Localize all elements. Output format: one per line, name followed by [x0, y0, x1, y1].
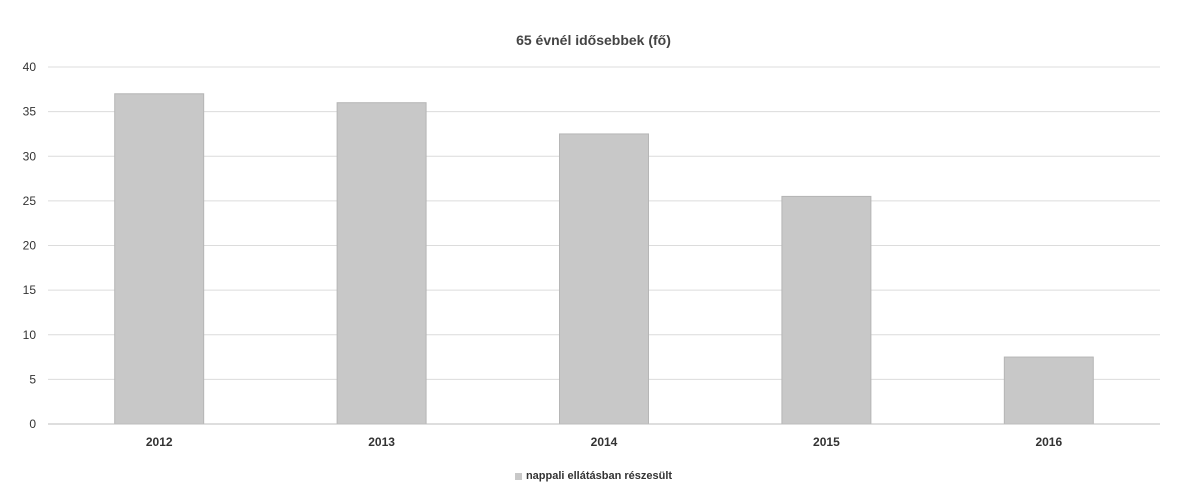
bar-2014	[559, 133, 649, 425]
y-tick-label: 10	[23, 328, 37, 342]
y-tick-label: 30	[23, 149, 37, 163]
x-tick-label: 2012	[146, 435, 173, 449]
legend-swatch	[514, 472, 522, 480]
y-tick-label: 5	[29, 372, 36, 386]
x-tick-label: 2016	[1035, 435, 1062, 449]
bar-2012	[114, 93, 205, 425]
y-tick-label: 40	[23, 60, 37, 74]
x-tick-label: 2014	[591, 435, 618, 449]
y-tick-label: 20	[23, 239, 37, 253]
y-tick-label: 35	[23, 105, 37, 119]
bar-2016	[1003, 356, 1094, 425]
chart-legend: nappali ellátásban részesült	[0, 470, 1187, 482]
bar-2015	[781, 195, 872, 425]
x-tick-label: 2013	[368, 435, 395, 449]
bar-2013	[336, 102, 427, 425]
chart-title: 65 évnél idősebbek (fő)	[516, 32, 671, 48]
y-tick-label: 15	[23, 283, 37, 297]
y-tick-label: 0	[29, 417, 36, 431]
x-tick-label: 2015	[813, 435, 840, 449]
y-tick-label: 25	[23, 194, 37, 208]
legend-label: nappali ellátásban részesült	[525, 470, 673, 482]
